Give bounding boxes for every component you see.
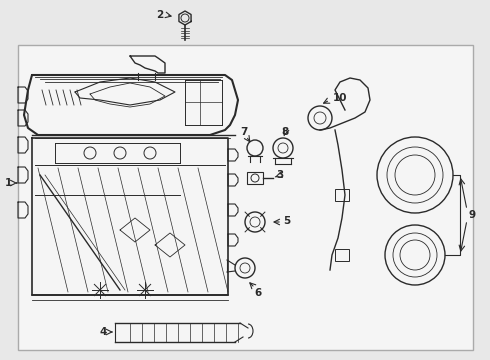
Text: 5: 5 [283, 216, 291, 226]
Text: 3: 3 [276, 170, 284, 180]
Bar [247, 172, 263, 184]
Bar [335, 249, 349, 261]
Bar [18, 45, 473, 350]
Text: 8: 8 [281, 127, 289, 137]
Text: 2: 2 [156, 10, 164, 20]
Text: 1: 1 [4, 178, 12, 188]
Text: 6: 6 [254, 288, 262, 298]
Text: 9: 9 [468, 210, 476, 220]
Bar [335, 189, 349, 201]
Text: 10: 10 [333, 93, 347, 103]
Text: 7: 7 [240, 127, 247, 137]
Text: 4: 4 [99, 327, 107, 337]
